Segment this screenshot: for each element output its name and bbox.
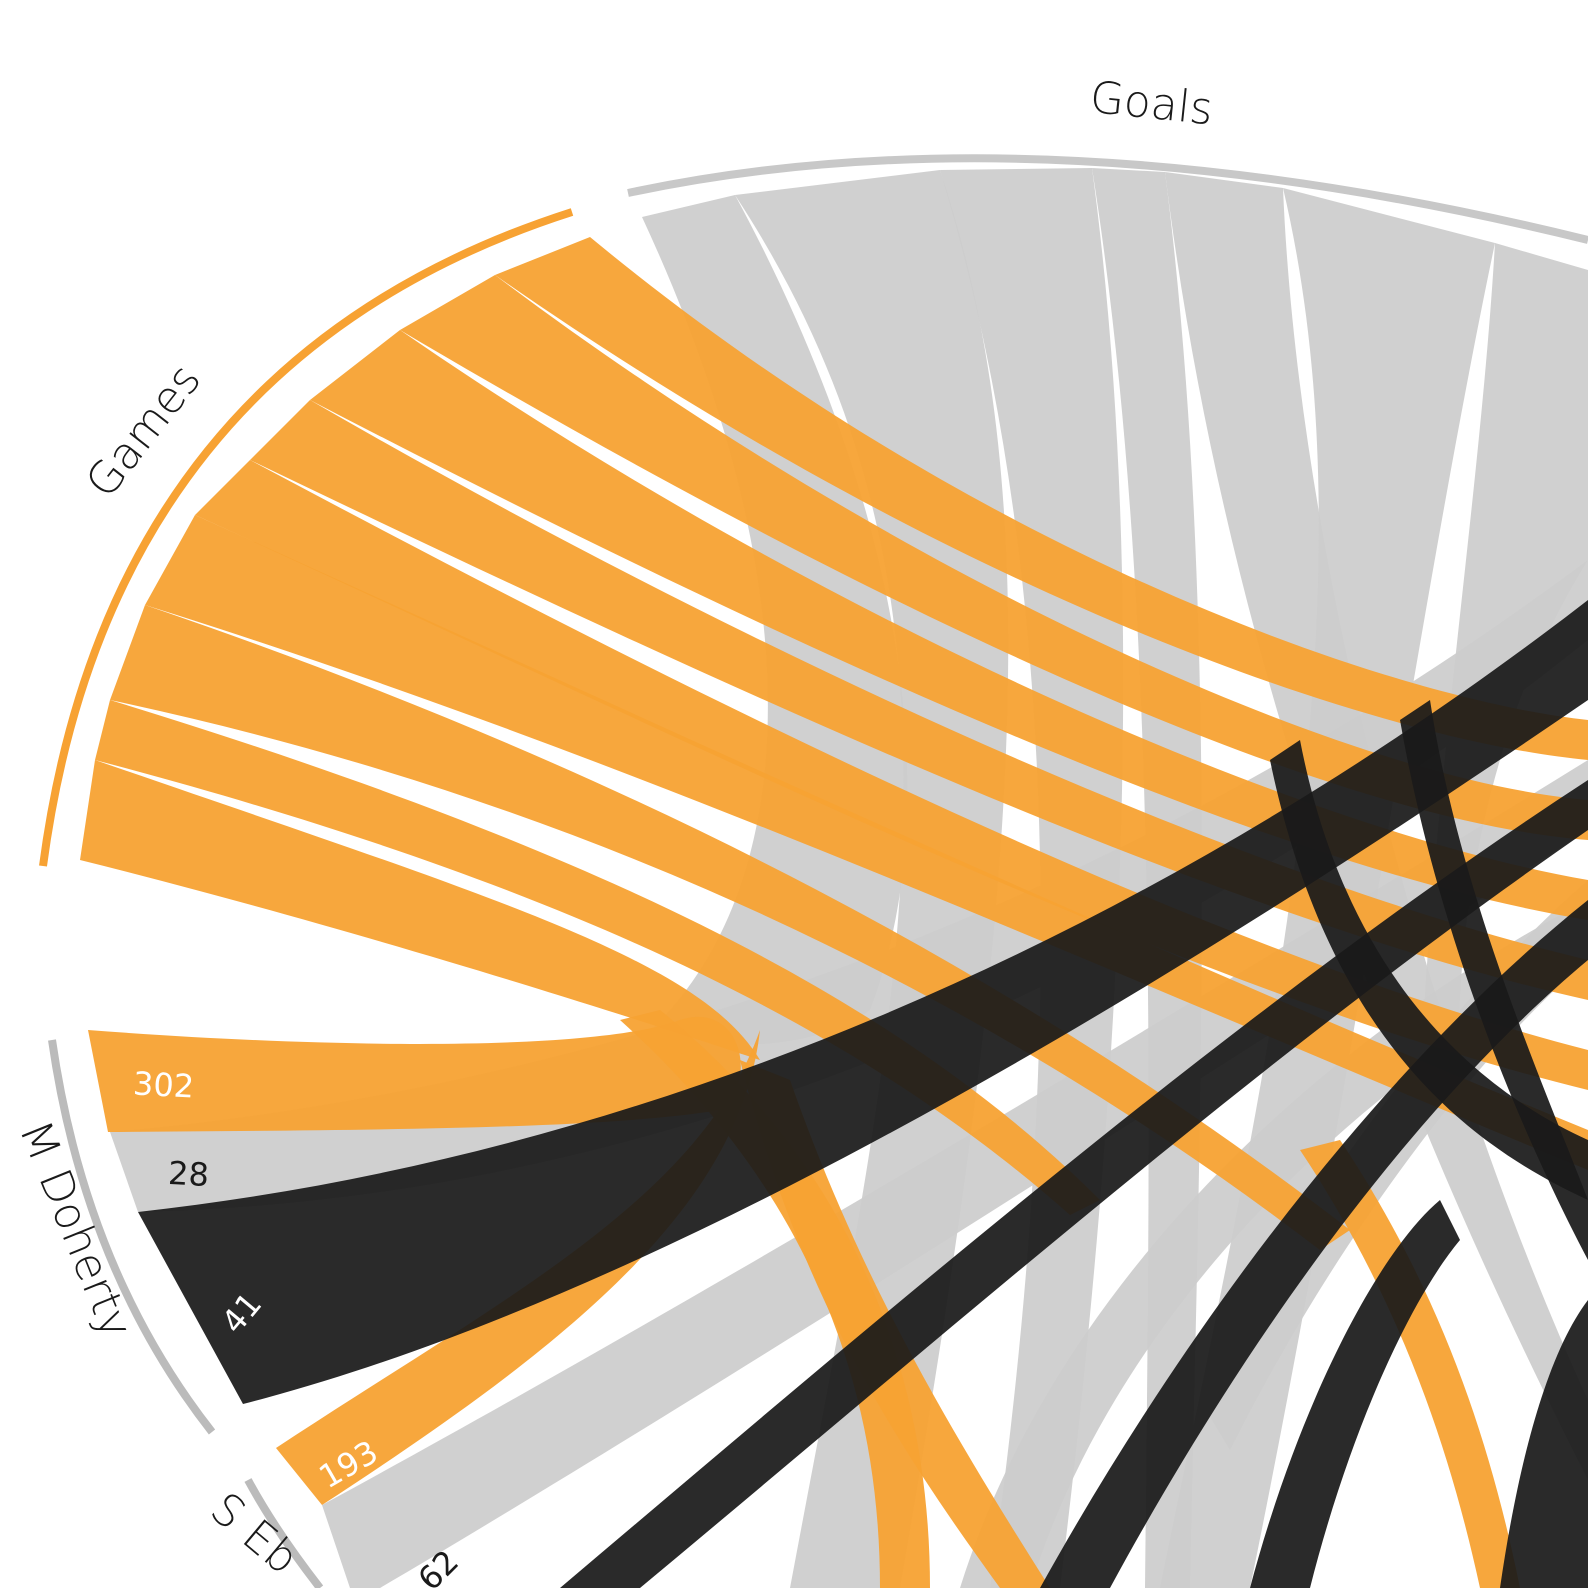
games-ribbon bbox=[95, 700, 1100, 1215]
games-ribbon bbox=[400, 275, 1588, 840]
third-ribbon bbox=[560, 780, 1588, 1588]
third-ribbon bbox=[138, 600, 1588, 1404]
goals-ribbon bbox=[940, 168, 1124, 1588]
third-ribbons bbox=[138, 600, 1588, 1588]
games-group-arc bbox=[39, 208, 574, 867]
games-ribbons bbox=[80, 237, 1588, 1588]
games-ribbon bbox=[250, 400, 1588, 1000]
games-ribbon bbox=[145, 515, 1588, 1170]
goals-group-arc bbox=[627, 154, 1588, 244]
games-ribbon bbox=[1300, 1140, 1520, 1588]
games-ribbon bbox=[276, 1030, 760, 1505]
m-doherty-goals-value: 28 bbox=[167, 1154, 210, 1194]
goals-ribbon bbox=[110, 560, 1588, 1212]
s-eb-group-arc bbox=[244, 1478, 324, 1588]
goals-label: Goals bbox=[1088, 72, 1216, 136]
third-ribbon bbox=[1270, 740, 1588, 1200]
games-ribbon bbox=[110, 605, 1350, 1250]
games-ribbon bbox=[310, 330, 1588, 920]
games-ribbon bbox=[88, 1016, 741, 1132]
games-ribbon bbox=[195, 460, 1588, 1090]
m-doherty-group-arc bbox=[48, 1039, 216, 1435]
third-ribbon bbox=[1250, 1200, 1460, 1588]
third-ribbon bbox=[1500, 1300, 1588, 1588]
games-label: Games bbox=[76, 355, 211, 508]
games-ribbon bbox=[80, 760, 760, 1060]
m-doherty-games-value: 302 bbox=[132, 1064, 195, 1105]
